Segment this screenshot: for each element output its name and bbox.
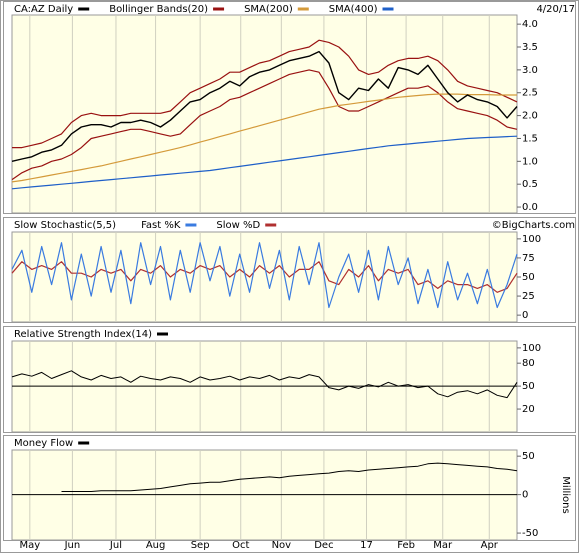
y-tick-label: 100	[522, 234, 541, 245]
x-tick-label: Jul	[109, 540, 122, 551]
y-tick-label: 0.5	[522, 179, 538, 190]
date-label: 4/20/17	[536, 4, 575, 15]
legend-label: Fast %K	[141, 220, 181, 231]
series-line	[11, 50, 518, 162]
y-tick-label: 80	[522, 358, 535, 369]
y-tick-label: 50	[522, 451, 535, 462]
series-line	[11, 69, 518, 181]
y-tick-label: 3.0	[522, 65, 538, 76]
series-line	[61, 462, 518, 492]
plot-area	[11, 231, 518, 323]
x-tick-label: May	[19, 540, 40, 551]
y-tick-label: 3.5	[522, 42, 538, 53]
legend-label: Bollinger Bands(20)	[109, 4, 208, 15]
series-line	[12, 39, 518, 149]
x-tick-label: Aug	[146, 540, 166, 551]
y-tick-label: 1.5	[522, 133, 538, 144]
x-tick-label: Feb	[397, 540, 415, 551]
y-tick-label: -50	[522, 528, 538, 539]
legend-label: CA:AZ Daily	[14, 4, 73, 15]
x-tick-label: Jun	[64, 540, 81, 551]
series-line	[11, 370, 518, 399]
y-tick-label: 50	[522, 381, 535, 392]
y-tick-label: 25	[522, 291, 535, 302]
legend-label: Slow Stochastic(5,5)	[14, 220, 116, 231]
legend-label: SMA(200)	[244, 4, 293, 15]
y-tick-label: 75	[522, 253, 535, 264]
x-tick-label: 17	[360, 540, 373, 551]
y-tick-label: 4.0	[522, 19, 538, 30]
y-tick-label: 0.0	[522, 202, 538, 213]
legend-label: Money Flow	[14, 438, 73, 449]
legend-label: Slow %D	[216, 220, 260, 231]
y-tick-label: 20	[522, 404, 535, 415]
series-line	[11, 93, 517, 183]
x-tick-label: Nov	[272, 540, 292, 551]
x-tick-label: Dec	[314, 540, 333, 551]
y-tick-label: 100	[522, 343, 541, 354]
legend-label: SMA(400)	[329, 4, 378, 15]
x-tick-label: Oct	[232, 540, 249, 551]
y-tick-label: 2.0	[522, 111, 538, 122]
x-tick-label: Sep	[191, 540, 210, 551]
y-tick-label: 0	[522, 310, 528, 321]
y-tick-label: 50	[522, 272, 535, 283]
series-line	[11, 242, 518, 309]
y-tick-label: 2.5	[522, 88, 538, 99]
x-tick-label: Mar	[433, 540, 453, 551]
legend-label: Relative Strength Index(14)	[14, 329, 152, 340]
source-label: ©BigCharts.com	[492, 220, 575, 231]
y-axis-label: Millions	[560, 476, 571, 513]
x-tick-label: Apr	[481, 540, 499, 551]
series-line	[11, 135, 518, 190]
y-tick-label: 1.0	[522, 156, 538, 167]
y-tick-label: 0	[522, 490, 528, 501]
